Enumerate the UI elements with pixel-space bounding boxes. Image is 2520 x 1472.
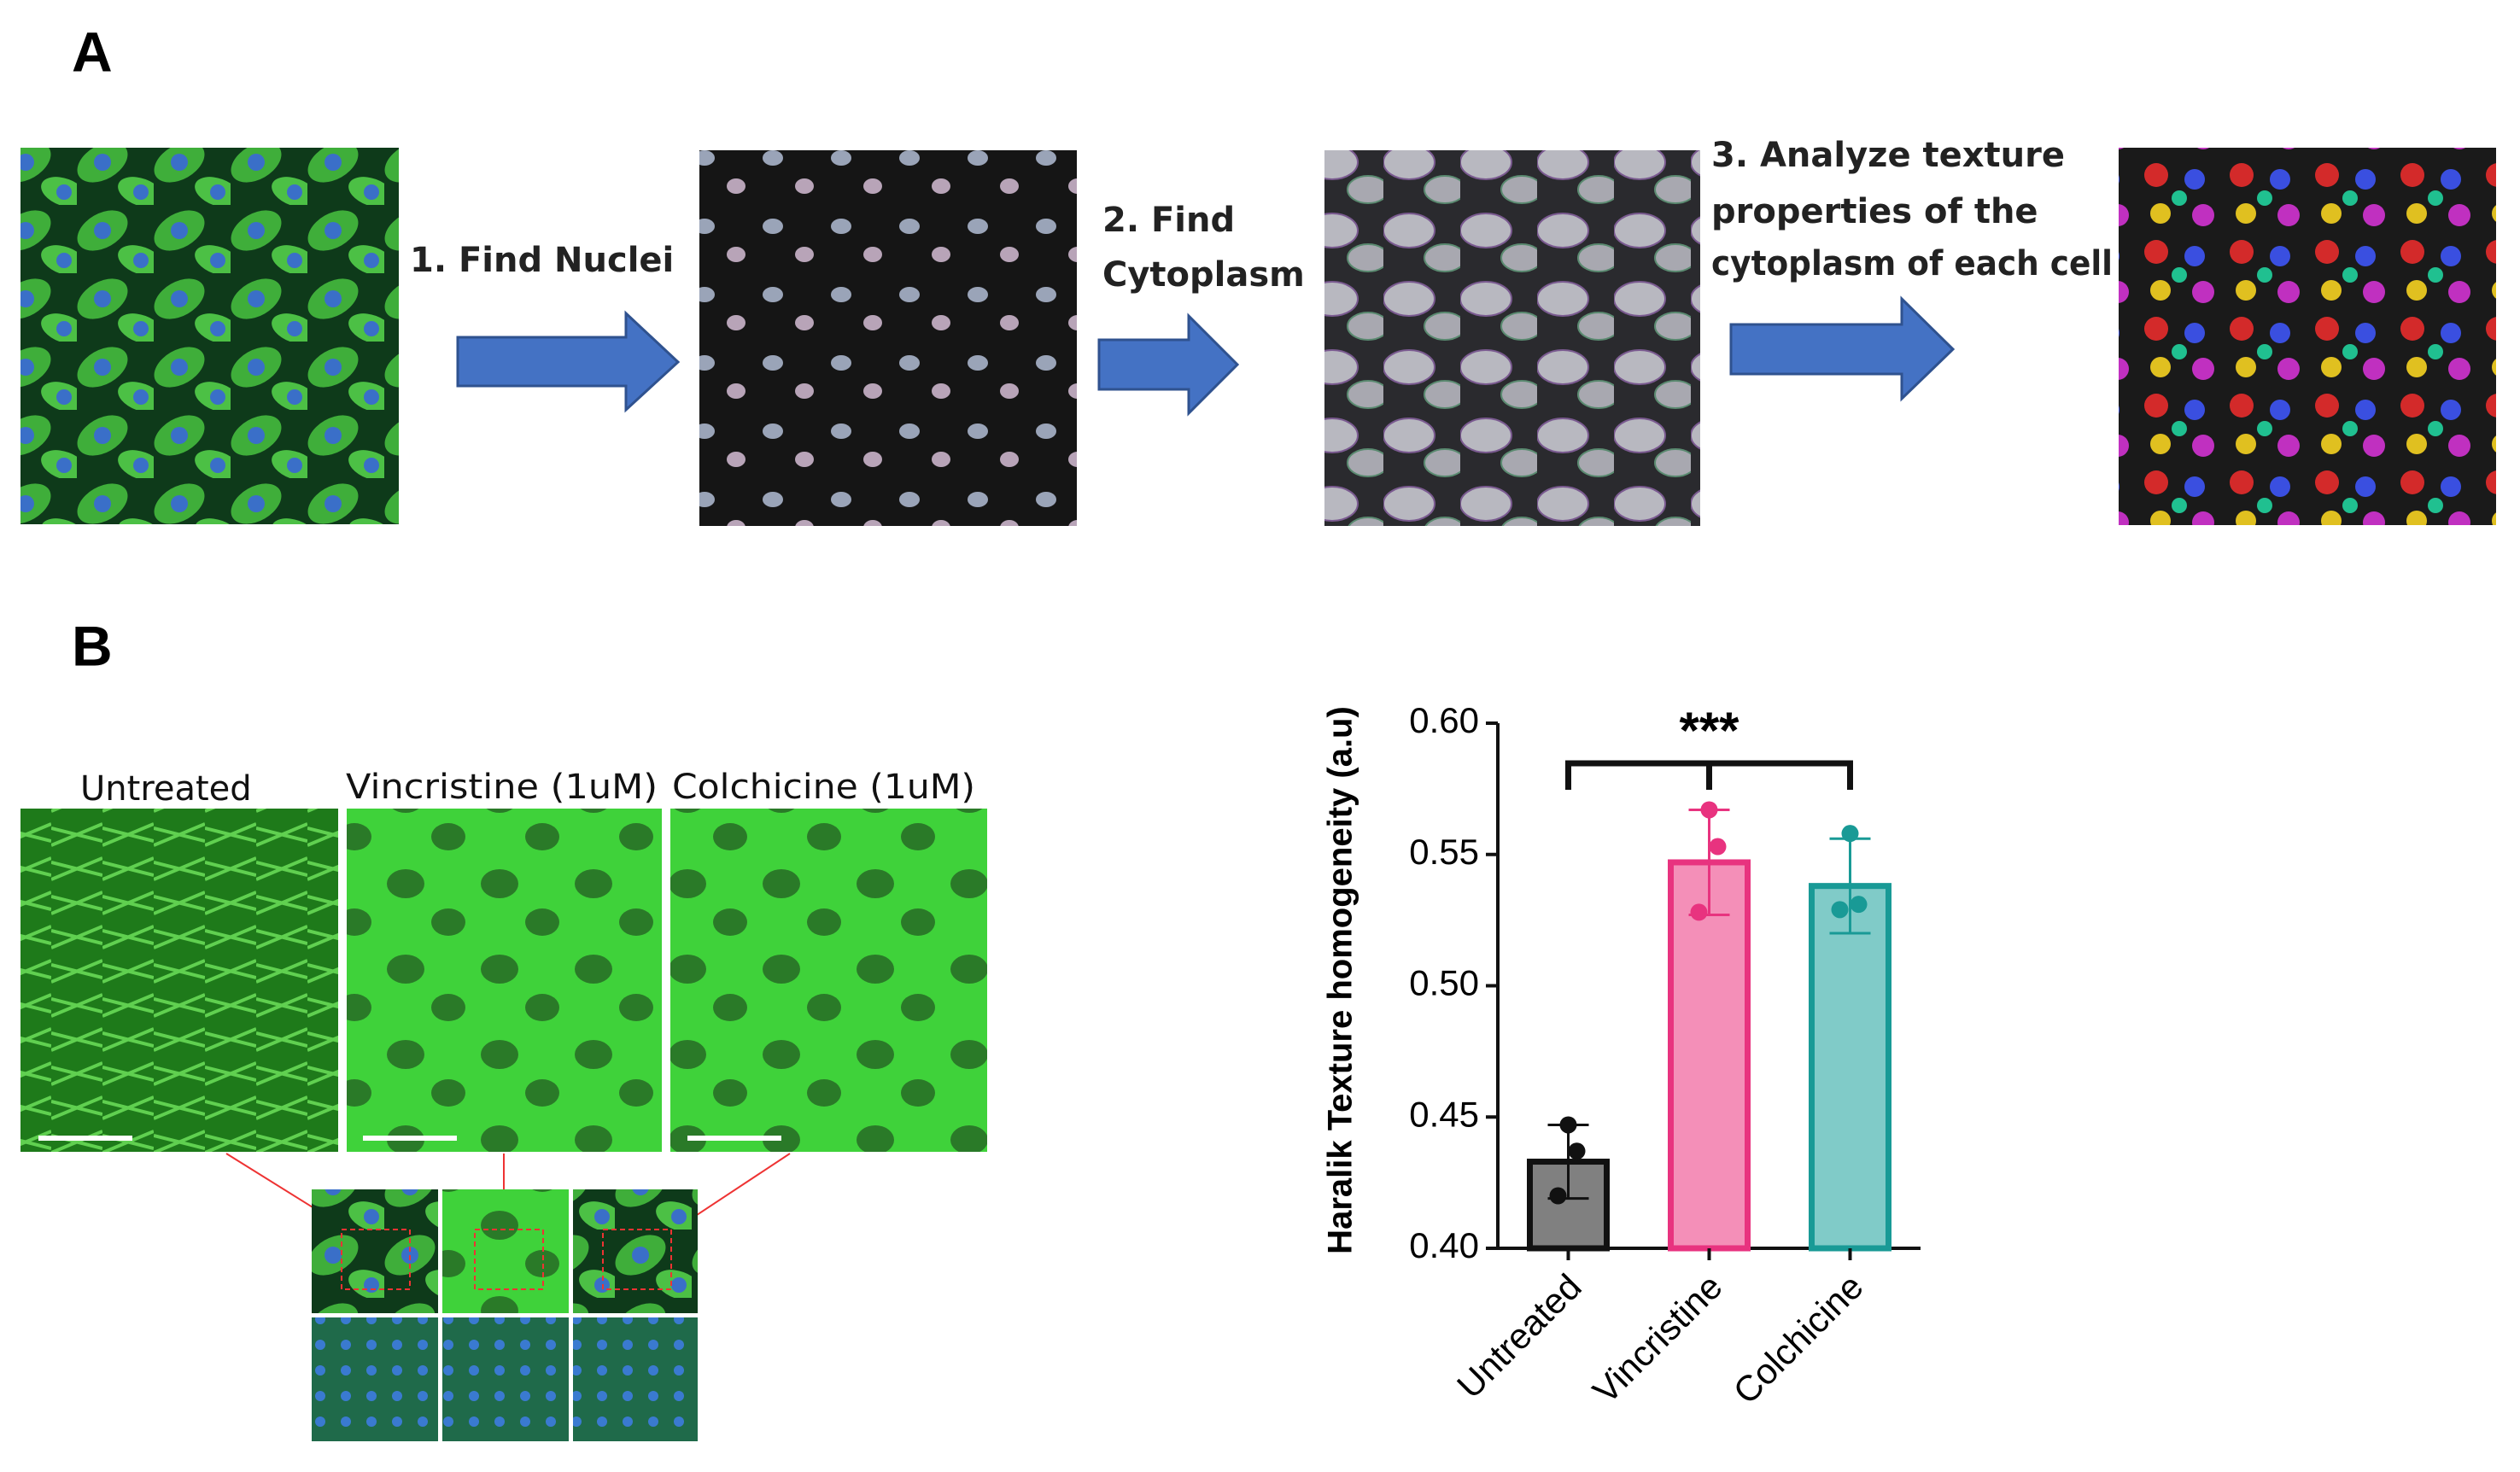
y-tick-label: 0.55 [1409,832,1479,872]
x-tick-label: Untreated [1449,1266,1589,1406]
y-tick-label: 0.40 [1409,1225,1479,1265]
significance-bracket [1565,760,1853,790]
significance-label: *** [1679,702,1739,759]
bar-chart: 0.40 0.45 0.50 0.55 0.60 Haralik Texture homo… [1322,700,1921,1411]
data-point [1831,901,1849,919]
micrograph [20,809,338,1152]
y-axis-label: Haralik Texture homogeneity (a.u) [1322,706,1359,1254]
x-tick-label: Vincristine [1585,1266,1730,1411]
step-text: Cytoplasm [1102,255,1305,295]
image-label: Untreated [80,769,252,809]
panel-label: B [72,614,113,677]
data-point [1700,801,1718,819]
step-text: properties of the [1711,192,2038,231]
data-point [1559,1116,1577,1134]
arrow [1097,313,1240,417]
micrograph [2119,148,2496,525]
step-text: 2. Find [1102,201,1235,240]
micrograph [1324,150,1700,526]
bar [1668,859,1751,1252]
y-tick-label: 0.50 [1409,963,1479,1003]
micrograph [670,809,987,1152]
step-text: 1. Find Nuclei [410,241,674,280]
micrograph [347,809,662,1152]
data-point [1690,903,1708,921]
image-label: Colchicine (1uM) [672,768,975,807]
data-point [1568,1142,1586,1160]
y-tick-label: 0.60 [1409,700,1479,740]
step-text: cytoplasm of each cell [1711,244,2113,283]
y-tick-label: 0.45 [1409,1094,1479,1134]
micrograph [699,150,1077,526]
bar [1809,883,1891,1252]
thumbnails [312,1189,698,1441]
step-text: 3. Analyze texture [1711,136,2065,175]
arrow [1729,295,1956,402]
panel-label: A [72,20,113,83]
data-point [1850,896,1868,914]
image-label: Vincristine (1uM) [346,768,658,807]
data-point [1841,825,1859,843]
arrow [456,310,681,413]
data-point [1549,1187,1567,1205]
data-point [1709,838,1727,856]
x-tick-label: Colchicine [1725,1266,1870,1411]
micrograph [20,148,399,524]
